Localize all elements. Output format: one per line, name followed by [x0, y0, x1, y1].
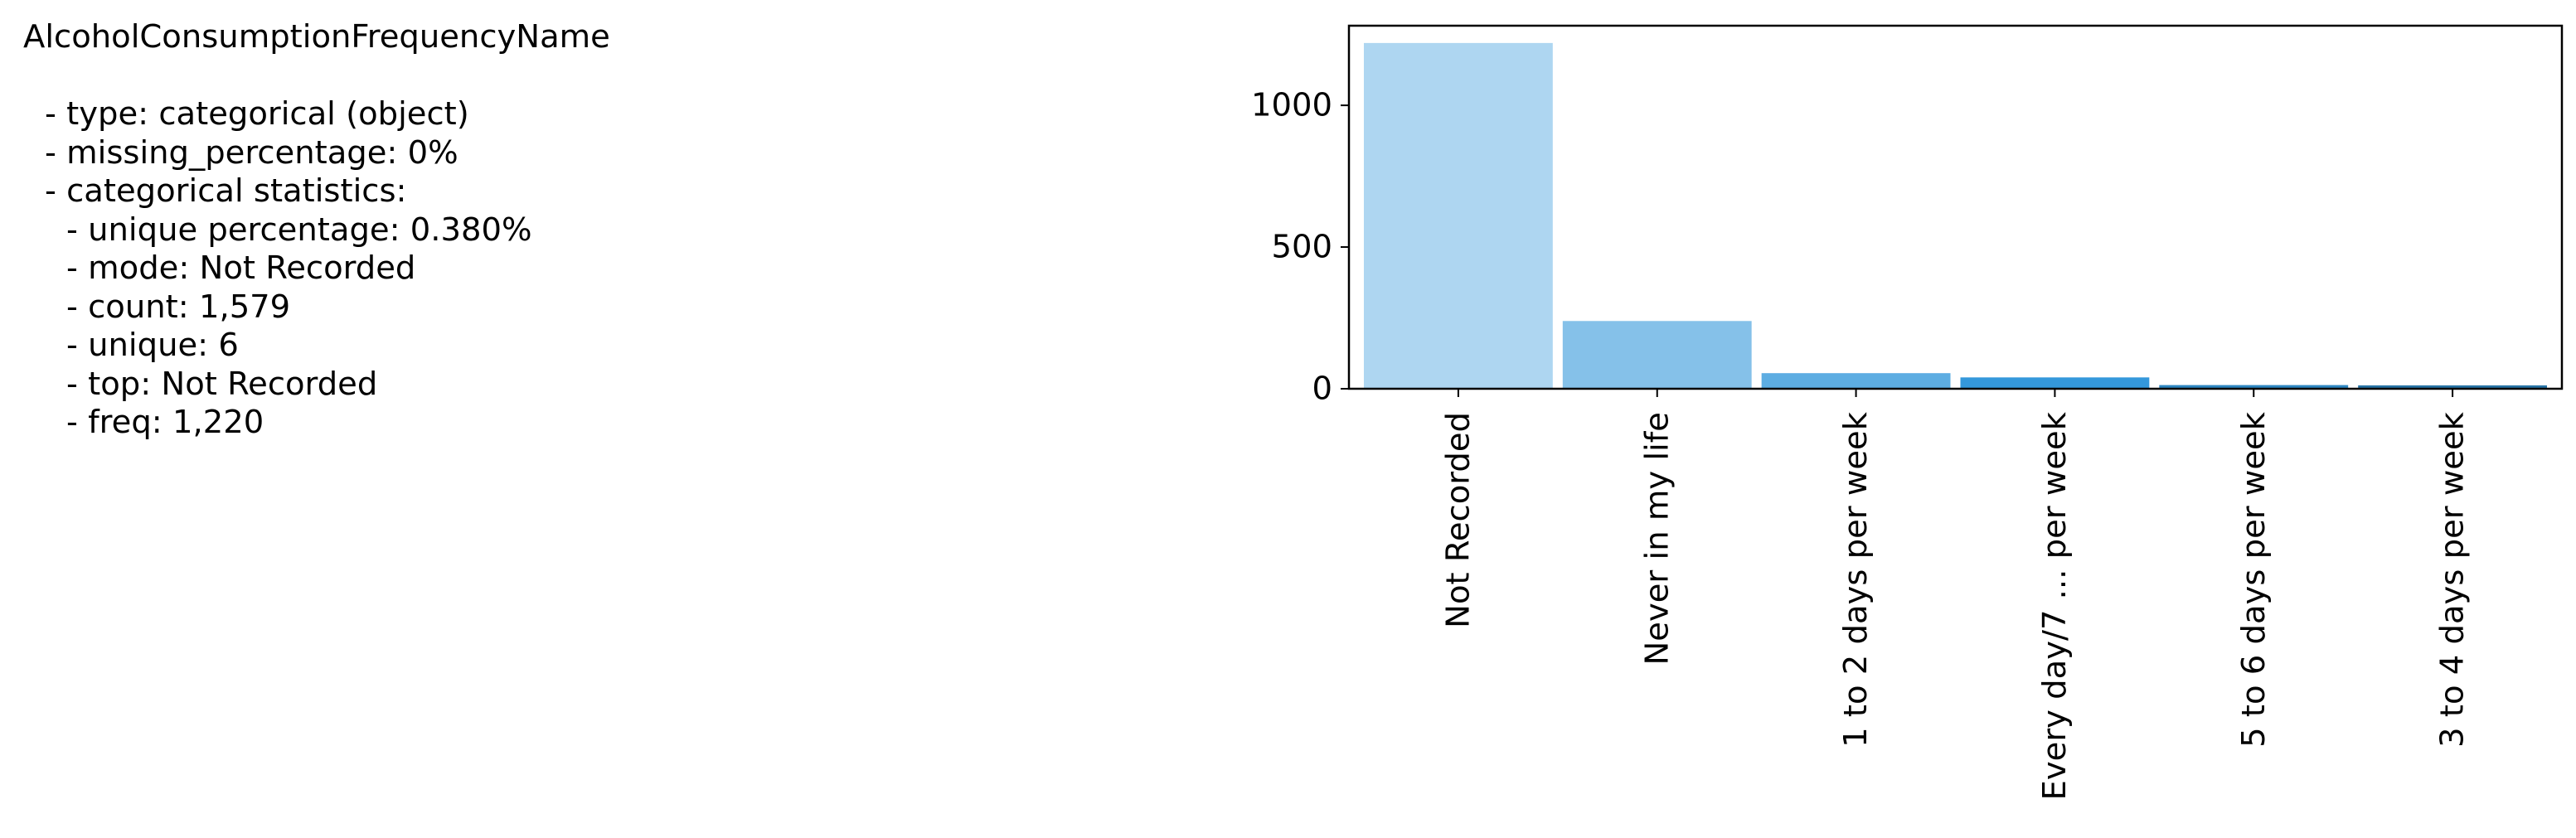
variable-summary-panel: AlcoholConsumptionFrequencyName - type: … [23, 18, 935, 443]
variable-name-title: AlcoholConsumptionFrequencyName [23, 18, 610, 56]
statistics-list: - type: categorical (object) - missing_pe… [23, 95, 935, 443]
x-tick-label: Every day/7 ... per week [2036, 411, 2074, 800]
bar [1363, 42, 1553, 390]
x-tick-label: 3 to 4 days per week [2434, 411, 2472, 748]
stat-line: - missing_percentage: 0% [45, 133, 458, 172]
stat-line: - unique percentage: 0.380% [66, 211, 532, 249]
bar [2358, 385, 2548, 389]
stat-line: - top: Not Recorded [66, 365, 378, 403]
bar [1562, 321, 1752, 389]
stat-line: - unique: 6 [66, 327, 239, 364]
y-tick-label: 500 [1272, 229, 1333, 266]
x-tick-label: 5 to 6 days per week [2235, 411, 2273, 748]
y-tick-label: 0 [1312, 371, 1333, 408]
x-tick-label: Not Recorded [1439, 412, 1477, 628]
x-tick-label: 1 to 2 days per week [1837, 411, 1875, 748]
stat-line: - categorical statistics: [45, 172, 407, 210]
bar [1960, 377, 2150, 389]
stat-line: - type: categorical (object) [45, 95, 469, 133]
bar [1761, 373, 1951, 389]
y-tick-label: 1000 [1251, 87, 1332, 124]
bar [2159, 385, 2349, 389]
stat-line: - count: 1,579 [66, 288, 291, 326]
stat-line: - freq: 1,220 [66, 404, 264, 441]
plot-frame [1347, 24, 2564, 390]
x-tick-label: Never in my life [1638, 412, 1676, 666]
stat-line: - mode: Not Recorded [66, 249, 416, 287]
